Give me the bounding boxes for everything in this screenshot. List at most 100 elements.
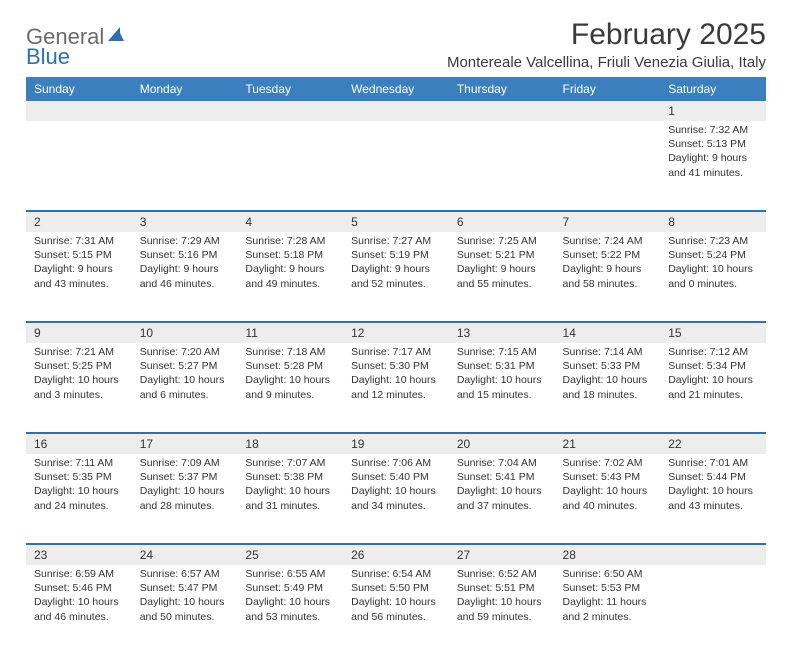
day-details	[343, 121, 449, 127]
day-details: Sunrise: 7:20 AMSunset: 5:27 PMDaylight:…	[132, 343, 238, 406]
logo-blue-line: Blue	[26, 44, 70, 70]
day-details	[132, 121, 238, 127]
day-header: Saturday	[660, 77, 766, 101]
detail-line: Sunset: 5:47 PM	[140, 581, 232, 595]
detail-line: Sunset: 5:28 PM	[245, 359, 337, 373]
detail-line: and 18 minutes.	[563, 388, 655, 402]
detail-line: Sunrise: 7:31 AM	[34, 234, 126, 248]
header: General February 2025 Montereale Valcell…	[26, 18, 766, 71]
calendar-table: SundayMondayTuesdayWednesdayThursdayFrid…	[26, 77, 766, 655]
day-details: Sunrise: 7:21 AMSunset: 5:25 PMDaylight:…	[26, 343, 132, 406]
day-header: Monday	[132, 77, 238, 101]
day-number: 28	[555, 544, 661, 565]
logo-text-blue: Blue	[26, 44, 70, 69]
day-header: Thursday	[449, 77, 555, 101]
day-details: Sunrise: 6:54 AMSunset: 5:50 PMDaylight:…	[343, 565, 449, 628]
detail-line: Sunrise: 7:01 AM	[668, 456, 760, 470]
detail-line: Daylight: 9 hours	[140, 262, 232, 276]
day-number: 10	[132, 322, 238, 343]
detail-line: Sunset: 5:25 PM	[34, 359, 126, 373]
day-cell	[660, 565, 766, 655]
day-details	[660, 565, 766, 571]
detail-line: Sunset: 5:27 PM	[140, 359, 232, 373]
detail-line: Sunrise: 7:32 AM	[668, 123, 760, 137]
day-cell: Sunrise: 7:14 AMSunset: 5:33 PMDaylight:…	[555, 343, 661, 433]
detail-line: Daylight: 10 hours	[351, 595, 443, 609]
detail-line: Sunset: 5:51 PM	[457, 581, 549, 595]
detail-line: Sunset: 5:49 PM	[245, 581, 337, 595]
week-number-row: 2345678	[26, 211, 766, 232]
detail-line: Daylight: 10 hours	[457, 595, 549, 609]
detail-line: Daylight: 9 hours	[457, 262, 549, 276]
day-details: Sunrise: 7:29 AMSunset: 5:16 PMDaylight:…	[132, 232, 238, 295]
detail-line: Sunrise: 7:21 AM	[34, 345, 126, 359]
detail-line: Sunrise: 7:14 AM	[563, 345, 655, 359]
detail-line: Sunrise: 7:17 AM	[351, 345, 443, 359]
detail-line: Sunset: 5:18 PM	[245, 248, 337, 262]
detail-line: Sunrise: 7:06 AM	[351, 456, 443, 470]
detail-line: Sunset: 5:41 PM	[457, 470, 549, 484]
detail-line: Daylight: 10 hours	[140, 595, 232, 609]
detail-line: and 43 minutes.	[668, 499, 760, 513]
detail-line: Sunrise: 7:02 AM	[563, 456, 655, 470]
detail-line: and 58 minutes.	[563, 277, 655, 291]
detail-line: Sunrise: 7:25 AM	[457, 234, 549, 248]
detail-line: Sunrise: 7:04 AM	[457, 456, 549, 470]
day-cell: Sunrise: 7:21 AMSunset: 5:25 PMDaylight:…	[26, 343, 132, 433]
detail-line: Sunrise: 7:23 AM	[668, 234, 760, 248]
day-cell: Sunrise: 7:29 AMSunset: 5:16 PMDaylight:…	[132, 232, 238, 322]
day-details: Sunrise: 6:55 AMSunset: 5:49 PMDaylight:…	[237, 565, 343, 628]
day-details: Sunrise: 7:06 AMSunset: 5:40 PMDaylight:…	[343, 454, 449, 517]
detail-line: Sunset: 5:31 PM	[457, 359, 549, 373]
day-cell	[132, 121, 238, 211]
detail-line: Sunrise: 7:24 AM	[563, 234, 655, 248]
day-details: Sunrise: 7:27 AMSunset: 5:19 PMDaylight:…	[343, 232, 449, 295]
day-details: Sunrise: 6:50 AMSunset: 5:53 PMDaylight:…	[555, 565, 661, 628]
logo-sail-icon	[106, 25, 126, 50]
week-text-row: Sunrise: 7:21 AMSunset: 5:25 PM Daylight:…	[26, 343, 766, 433]
detail-line: Sunset: 5:30 PM	[351, 359, 443, 373]
day-cell	[449, 121, 555, 211]
day-number: 27	[449, 544, 555, 565]
detail-line: Daylight: 10 hours	[34, 595, 126, 609]
day-details	[449, 121, 555, 127]
detail-line: and 52 minutes.	[351, 277, 443, 291]
detail-line: Sunrise: 7:11 AM	[34, 456, 126, 470]
day-cell: Sunrise: 7:15 AMSunset: 5:31 PMDaylight:…	[449, 343, 555, 433]
day-number	[237, 101, 343, 121]
detail-line: Daylight: 10 hours	[563, 484, 655, 498]
detail-line: Sunset: 5:53 PM	[563, 581, 655, 595]
detail-line: and 31 minutes.	[245, 499, 337, 513]
day-details: Sunrise: 7:31 AMSunset: 5:15 PMDaylight:…	[26, 232, 132, 295]
day-details	[26, 121, 132, 127]
detail-line: Sunrise: 7:28 AM	[245, 234, 337, 248]
day-number: 4	[237, 211, 343, 232]
day-cell: Sunrise: 7:18 AMSunset: 5:28 PMDaylight:…	[237, 343, 343, 433]
day-cell: Sunrise: 7:07 AMSunset: 5:38 PMDaylight:…	[237, 454, 343, 544]
day-details: Sunrise: 7:28 AMSunset: 5:18 PMDaylight:…	[237, 232, 343, 295]
detail-line: and 34 minutes.	[351, 499, 443, 513]
detail-line: Daylight: 10 hours	[457, 373, 549, 387]
day-number: 26	[343, 544, 449, 565]
day-cell: Sunrise: 7:32 AMSunset: 5:13 PMDaylight:…	[660, 121, 766, 211]
detail-line: Daylight: 9 hours	[34, 262, 126, 276]
day-details: Sunrise: 7:32 AMSunset: 5:13 PMDaylight:…	[660, 121, 766, 184]
day-cell	[555, 121, 661, 211]
day-details: Sunrise: 7:25 AMSunset: 5:21 PMDaylight:…	[449, 232, 555, 295]
detail-line: Daylight: 10 hours	[351, 373, 443, 387]
week-text-row: Sunrise: 7:11 AMSunset: 5:35 PMDaylight:…	[26, 454, 766, 544]
day-number: 11	[237, 322, 343, 343]
detail-line: Daylight: 10 hours	[140, 484, 232, 498]
day-number: 12	[343, 322, 449, 343]
detail-line: and 43 minutes.	[34, 277, 126, 291]
day-details: Sunrise: 6:57 AMSunset: 5:47 PMDaylight:…	[132, 565, 238, 628]
day-cell: Sunrise: 6:54 AMSunset: 5:50 PMDaylight:…	[343, 565, 449, 655]
day-header: Wednesday	[343, 77, 449, 101]
detail-line: and 9 minutes.	[245, 388, 337, 402]
day-number: 20	[449, 433, 555, 454]
day-number: 25	[237, 544, 343, 565]
month-title: February 2025	[447, 18, 766, 52]
day-cell: Sunrise: 7:17 AMSunset: 5:30 PMDaylight:…	[343, 343, 449, 433]
day-cell: Sunrise: 7:01 AMSunset: 5:44 PMDaylight:…	[660, 454, 766, 544]
detail-line: and 12 minutes.	[351, 388, 443, 402]
